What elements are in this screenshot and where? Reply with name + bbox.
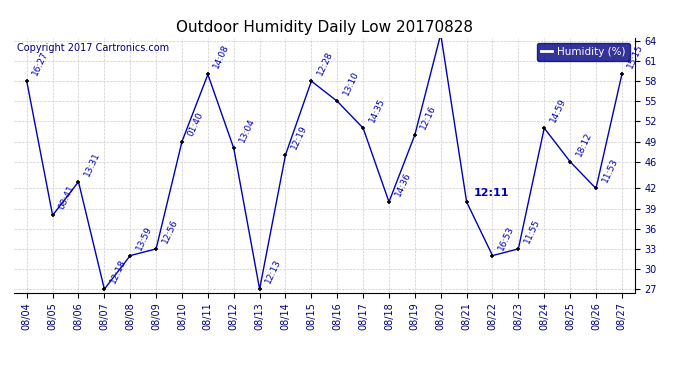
Point xyxy=(73,179,84,185)
Text: 16:27: 16:27 xyxy=(31,50,50,77)
Point xyxy=(461,199,472,205)
Text: 01:40: 01:40 xyxy=(186,110,205,137)
Text: 13:39: 13:39 xyxy=(0,374,1,375)
Title: Outdoor Humidity Daily Low 20170828: Outdoor Humidity Daily Low 20170828 xyxy=(176,20,473,35)
Point xyxy=(564,159,575,165)
Point xyxy=(99,286,110,292)
Point xyxy=(487,253,498,259)
Point xyxy=(384,199,395,205)
Point xyxy=(280,152,291,158)
Text: 12:11: 12:11 xyxy=(473,188,509,198)
Point xyxy=(591,186,602,192)
Text: 08:41: 08:41 xyxy=(57,184,76,211)
Point xyxy=(409,132,420,138)
Text: 12:56: 12:56 xyxy=(160,217,179,245)
Text: 13:10: 13:10 xyxy=(342,70,360,97)
Text: 12:19: 12:19 xyxy=(290,124,308,151)
Point xyxy=(47,212,58,218)
Text: 11:55: 11:55 xyxy=(522,217,542,245)
Text: 16:53: 16:53 xyxy=(497,224,515,251)
Text: 14:08: 14:08 xyxy=(212,43,231,70)
Point xyxy=(177,138,188,144)
Text: 13:59: 13:59 xyxy=(135,224,153,251)
Text: 15:15: 15:15 xyxy=(626,43,645,70)
Point xyxy=(150,246,161,252)
Point xyxy=(616,71,627,77)
Point xyxy=(513,246,524,252)
Point xyxy=(435,31,446,37)
Text: 14:35: 14:35 xyxy=(367,97,386,124)
Text: 18:12: 18:12 xyxy=(574,130,593,158)
Point xyxy=(539,125,550,131)
Point xyxy=(306,78,317,84)
Point xyxy=(357,125,368,131)
Point xyxy=(202,71,213,77)
Text: 14:59: 14:59 xyxy=(549,97,567,124)
Point xyxy=(125,253,136,259)
Text: 13:31: 13:31 xyxy=(83,150,101,178)
Text: 12:28: 12:28 xyxy=(315,50,335,77)
Text: 14:36: 14:36 xyxy=(393,171,412,198)
Text: 12:13: 12:13 xyxy=(264,258,283,285)
Point xyxy=(21,78,32,84)
Text: 12:18: 12:18 xyxy=(108,258,128,285)
Legend: Humidity (%): Humidity (%) xyxy=(537,43,629,61)
Point xyxy=(254,286,265,292)
Text: 11:53: 11:53 xyxy=(600,157,619,184)
Text: 12:16: 12:16 xyxy=(419,104,438,130)
Point xyxy=(228,145,239,151)
Point xyxy=(332,98,343,104)
Text: 13:04: 13:04 xyxy=(238,117,257,144)
Text: Copyright 2017 Cartronics.com: Copyright 2017 Cartronics.com xyxy=(17,43,169,52)
